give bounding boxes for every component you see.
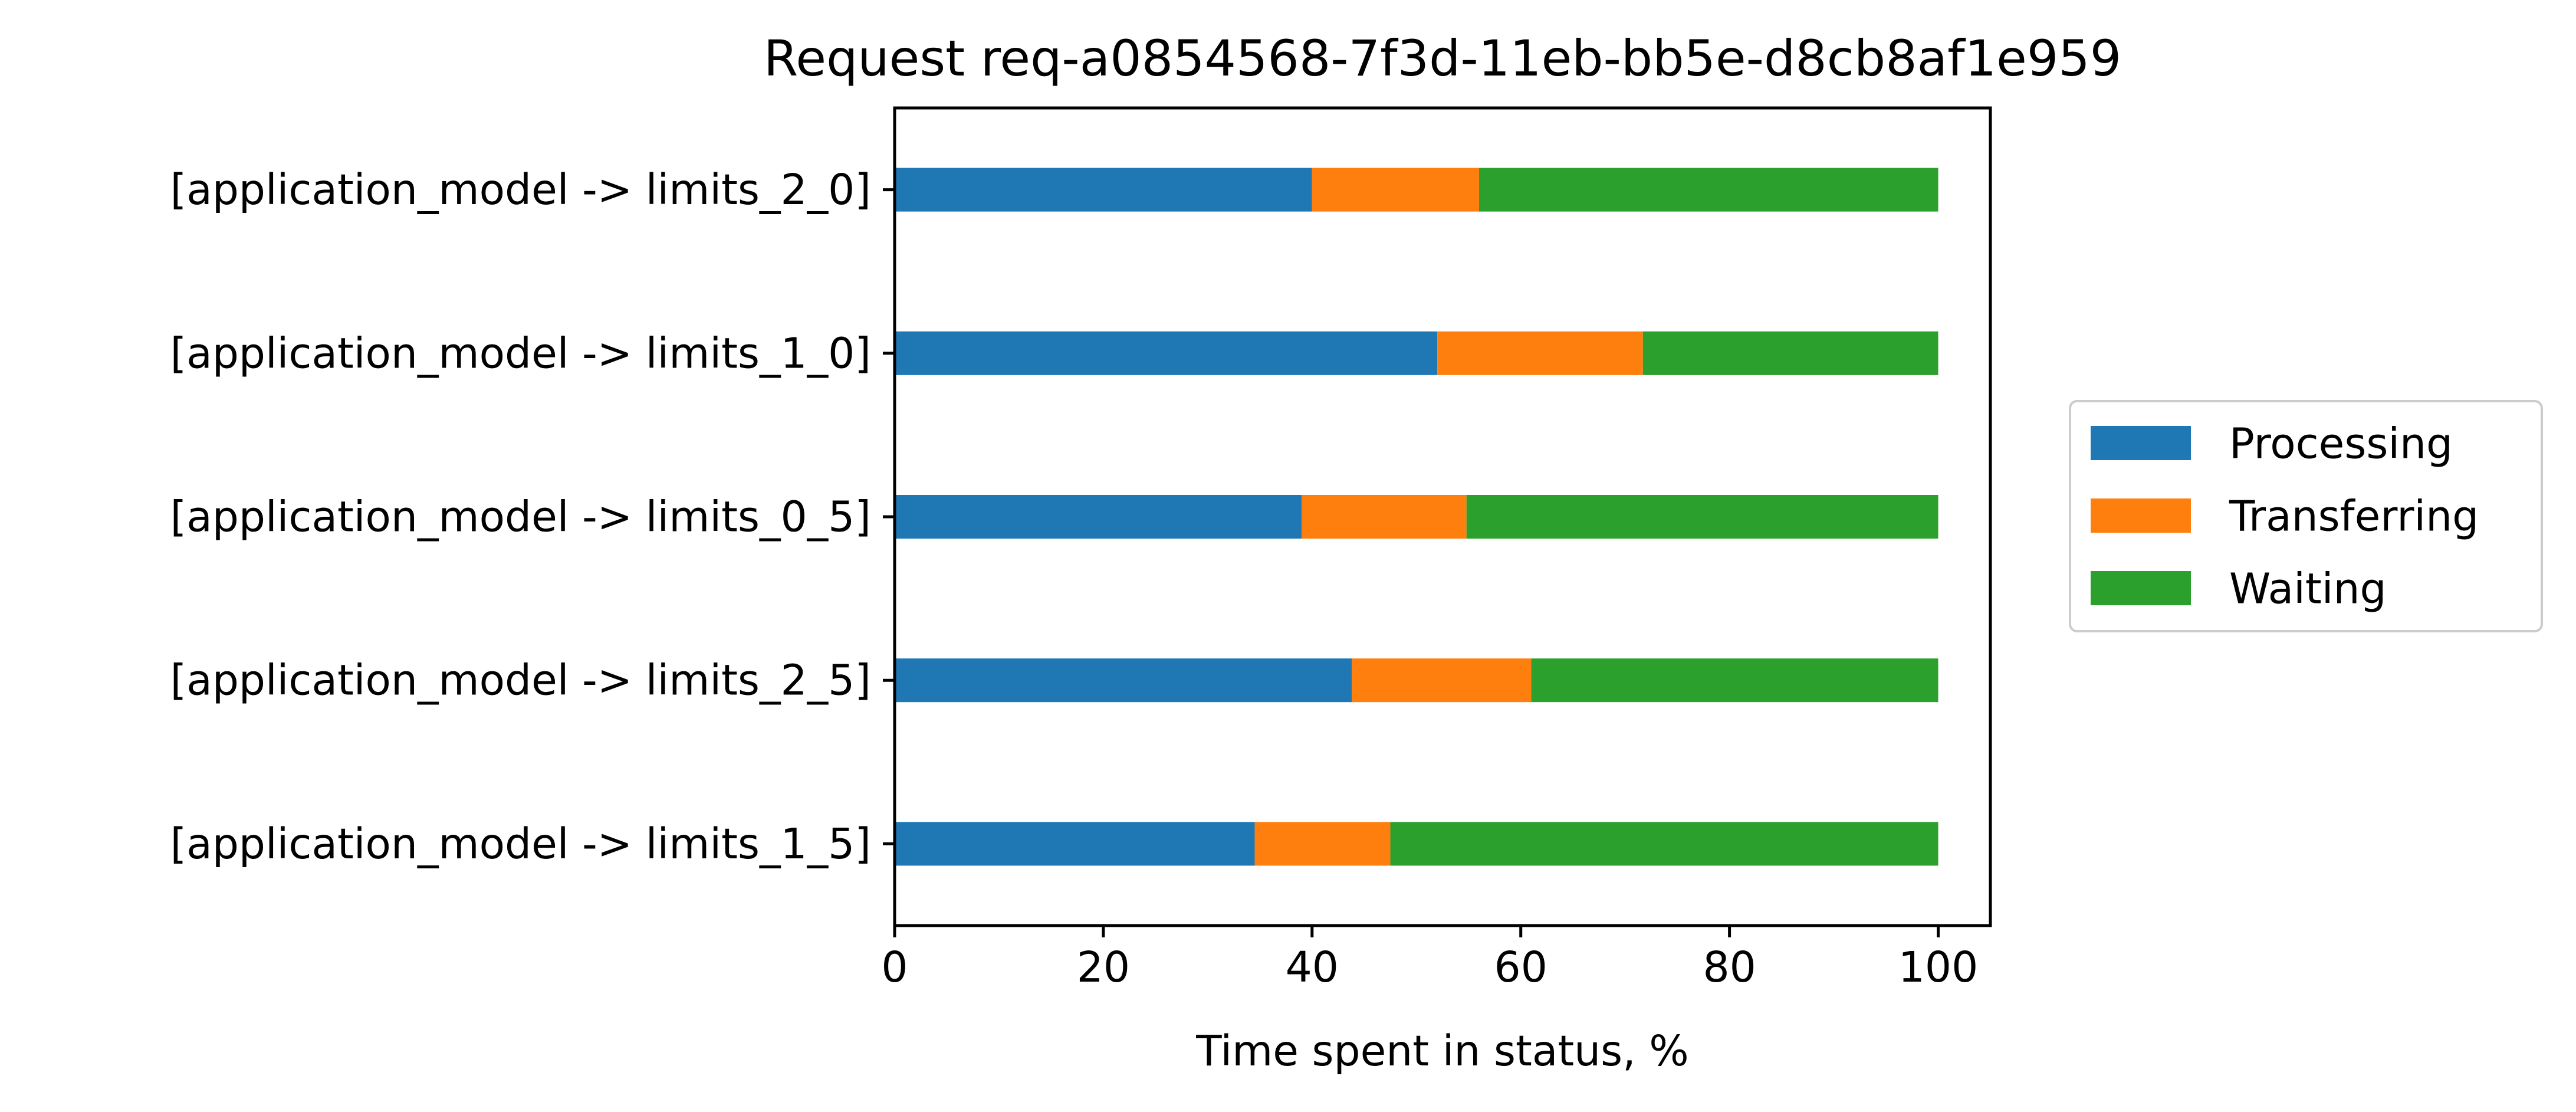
x-tick-label: 100 — [1898, 943, 1979, 992]
bar-waiting-4 — [1390, 822, 1938, 866]
legend-items: Processing Transferring Waiting — [2091, 419, 2479, 614]
legend-label-processing: Processing — [2229, 419, 2453, 468]
bar-waiting-3 — [1531, 658, 1938, 703]
legend-swatch-waiting — [2091, 571, 2191, 605]
x-axis: 0 20 40 60 80 100 — [881, 926, 1978, 992]
bar-processing-1 — [895, 331, 1438, 375]
bar-transferring-2 — [1302, 495, 1467, 539]
legend: Processing Transferring Waiting — [2069, 400, 2543, 632]
y-tick-label: [application_model -> limits_0_5] — [170, 493, 871, 542]
bar-waiting-1 — [1642, 331, 1938, 375]
bar-transferring-4 — [1254, 822, 1391, 866]
bar-processing-2 — [895, 495, 1302, 539]
bar-waiting-2 — [1466, 495, 1938, 539]
legend-label-waiting: Waiting — [2229, 565, 2387, 614]
bar-transferring-1 — [1437, 331, 1643, 375]
x-tick-label: 60 — [1494, 943, 1547, 992]
legend-swatch-transferring — [2091, 498, 2191, 533]
bar-transferring-0 — [1312, 168, 1479, 212]
bar-waiting-0 — [1478, 168, 1938, 212]
y-tick-label: [application_model -> limits_2_0] — [170, 165, 871, 214]
bar-processing-0 — [895, 168, 1312, 212]
y-axis: [application_model -> limits_2_0] [applic… — [170, 165, 895, 868]
x-tick-label: 0 — [881, 943, 908, 992]
bar-processing-3 — [895, 658, 1352, 703]
bar-transferring-3 — [1352, 658, 1532, 703]
bar-processing-4 — [895, 822, 1255, 866]
y-tick-label: [application_model -> limits_1_5] — [170, 819, 871, 868]
x-tick-label: 20 — [1077, 943, 1130, 992]
legend-swatch-processing — [2091, 426, 2191, 460]
x-tick-label: 40 — [1286, 943, 1339, 992]
legend-label-transferring: Transferring — [2229, 492, 2479, 541]
y-tick-label: [application_model -> limits_1_0] — [170, 329, 871, 378]
x-axis-label: Time spent in status, % — [1195, 1026, 1689, 1075]
x-tick-label: 80 — [1703, 943, 1756, 992]
y-tick-label: [application_model -> limits_2_5] — [170, 656, 871, 705]
chart-title: Request req-a0854568-7f3d-11eb-bb5e-d8cb… — [764, 29, 2121, 87]
bars-layer — [895, 168, 1938, 866]
